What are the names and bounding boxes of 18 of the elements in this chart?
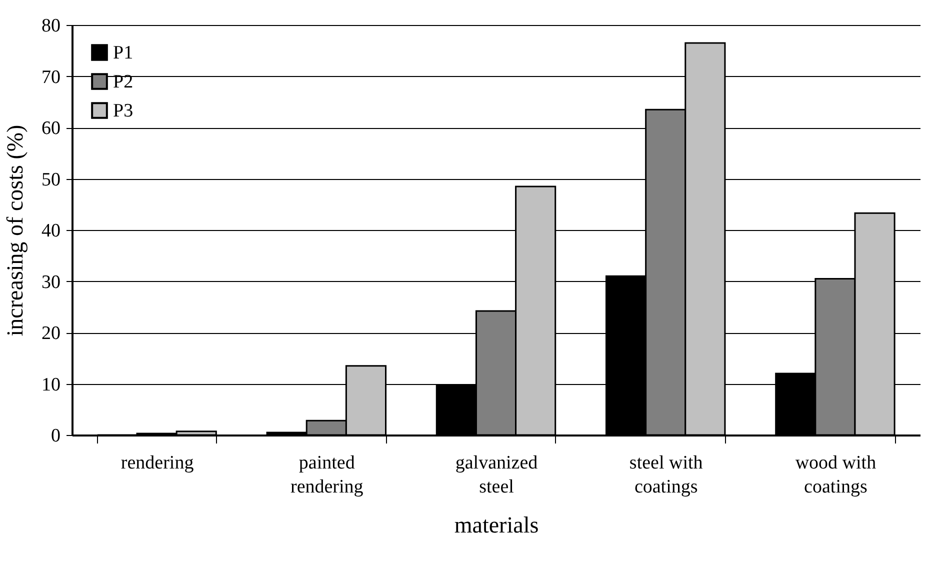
x-tick-label: galvanized steel: [455, 452, 538, 498]
x-tick-label: wood with coatings: [795, 452, 877, 498]
y-tick-label: 40: [42, 220, 60, 242]
x-tick-label: painted rendering: [290, 452, 364, 498]
y-tick-label: 70: [42, 66, 60, 88]
y-tick-label: 10: [42, 374, 60, 396]
y-tick-label: 60: [42, 118, 60, 139]
y-tick-label: 20: [42, 323, 60, 344]
y-tick-label: 0: [51, 426, 60, 446]
y-tick-label: 80: [42, 16, 60, 36]
legend-label: P3: [113, 100, 134, 122]
y-axis-title: increasing of costs (%): [2, 124, 28, 336]
x-axis-title: materials: [454, 512, 539, 538]
x-tick-label: steel with coatings: [629, 452, 704, 498]
legend-label: P1: [113, 42, 134, 64]
x-tick-label: rendering: [120, 452, 194, 474]
y-tick-label: 30: [42, 272, 60, 293]
y-tick-label: 50: [42, 169, 60, 190]
